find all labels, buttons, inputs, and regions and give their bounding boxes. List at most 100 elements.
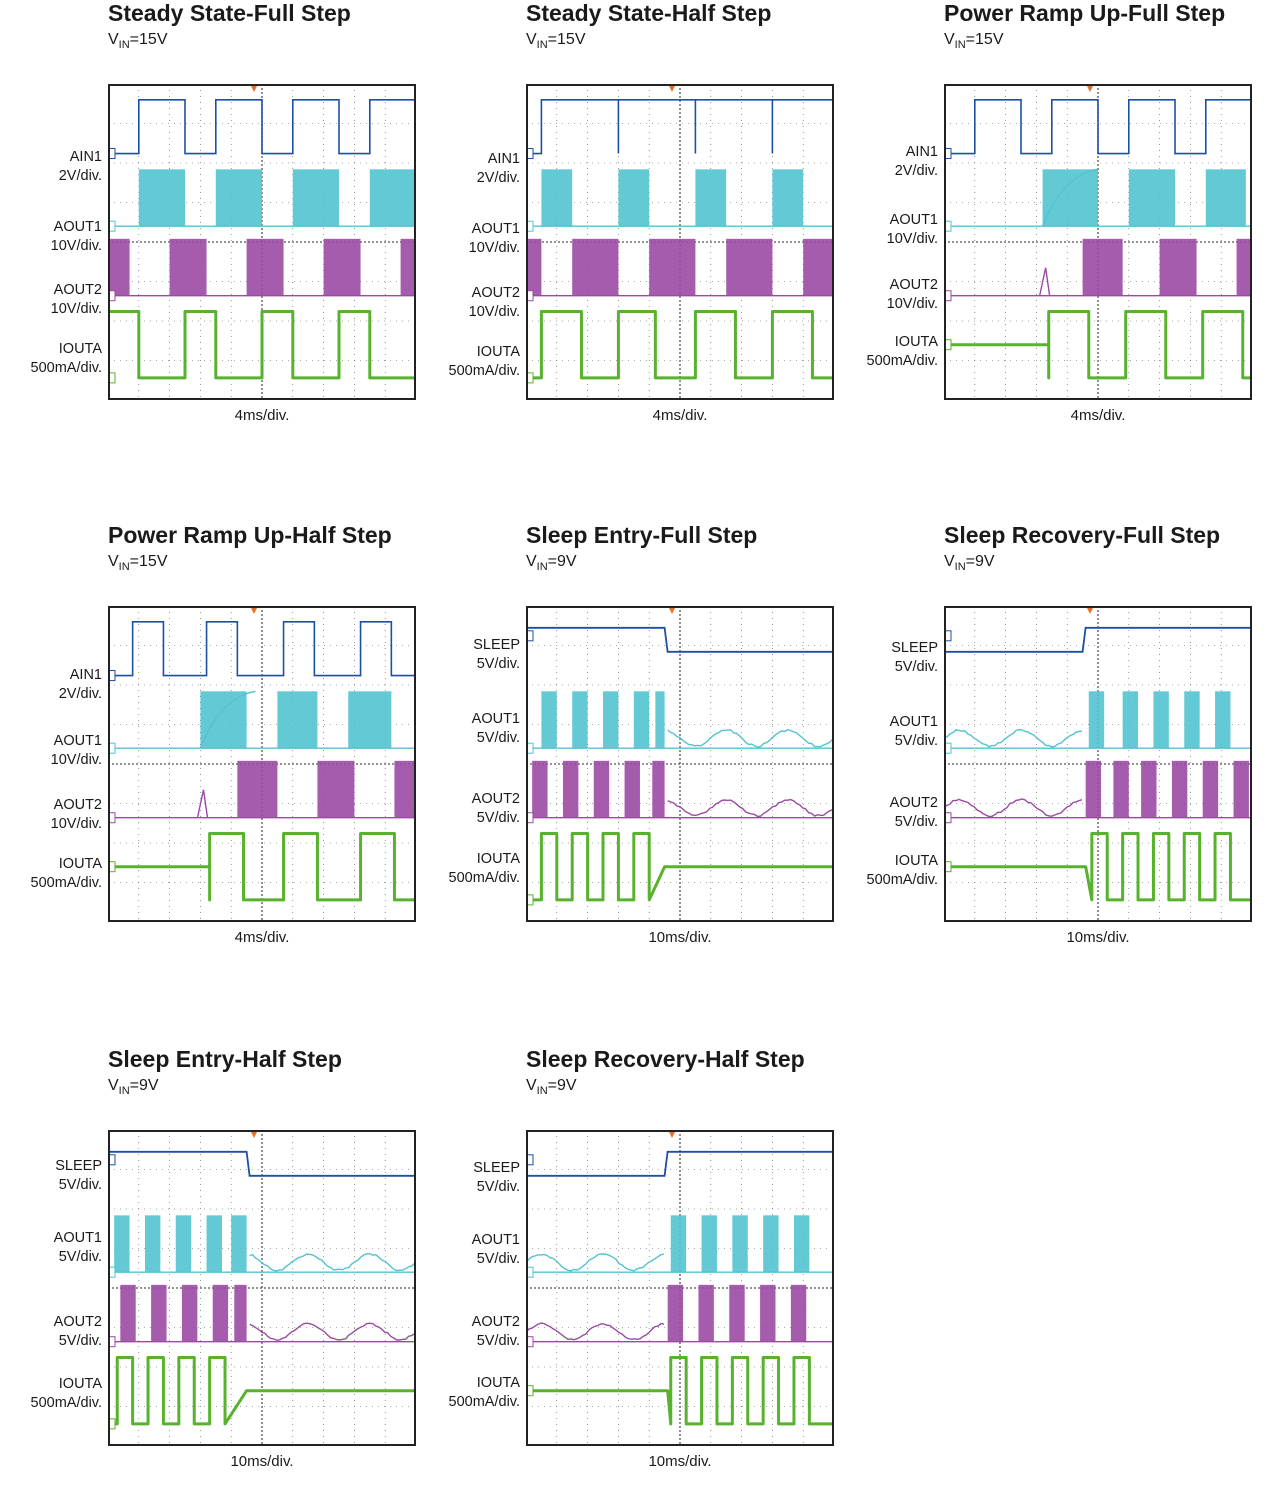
current-trace (108, 1356, 416, 1426)
trace-aout1 (526, 691, 834, 754)
pwm-burst (760, 1284, 776, 1342)
panel-title: Sleep Entry-Half Step (108, 1046, 342, 1072)
ramp-edge (1041, 168, 1098, 227)
pwm-burst (212, 1284, 229, 1342)
pwm-burst (729, 1284, 745, 1342)
pwm-burst (246, 238, 284, 296)
pwm-burst (667, 1284, 684, 1342)
current-trace (944, 310, 1252, 380)
ch2-label: AOUT1 5V/div. (889, 714, 938, 749)
sleep-ripple (526, 1322, 665, 1341)
screen-frame (108, 1130, 416, 1446)
pwm-burst (114, 1215, 130, 1273)
channel-marker (944, 220, 952, 232)
pwm-burst (572, 691, 588, 749)
vin-label: VIN=9V (108, 1077, 159, 1098)
step-trace (526, 1150, 834, 1177)
scope-plot (944, 84, 1252, 400)
ch1-label: AIN1 2V/div. (58, 149, 102, 184)
ch4-label: IOUTA 500mA/div. (448, 851, 520, 886)
trace-ain1 (108, 621, 416, 682)
screen-frame (526, 606, 834, 922)
trace-aout1 (944, 168, 1252, 232)
pwm-burst (394, 760, 416, 818)
current-trace (526, 1356, 834, 1426)
time-scale-label: 4ms/div. (234, 407, 290, 424)
trace-ain1 (526, 99, 834, 160)
sleep-ripple (944, 728, 1083, 748)
channel-marker (526, 894, 534, 906)
step-trace (944, 626, 1252, 653)
channel-marker (108, 742, 116, 754)
square-wave (108, 621, 416, 677)
ch3-label: AOUT2 5V/div. (889, 795, 938, 830)
pwm-burst (277, 691, 318, 749)
scope-panel-8: Sleep Recovery-Half Step VIN=9V SLEEP 5V/… (418, 1046, 838, 1486)
current-trace (526, 832, 834, 902)
pwm-burst (323, 238, 361, 296)
channel-marker (526, 1336, 534, 1348)
channel-marker (944, 148, 952, 160)
ch3-label: AOUT2 10V/div. (50, 797, 102, 832)
pwm-burst (772, 169, 804, 227)
scope-screen (526, 1130, 834, 1446)
pwm-burst (624, 760, 640, 818)
channel-marker (108, 1266, 116, 1278)
ch4-label: IOUTA 500mA/div. (30, 341, 102, 376)
panel-title: Steady State-Full Step (108, 0, 351, 26)
channel-marker (108, 372, 116, 384)
screen-frame (108, 606, 416, 922)
channel-marker (944, 812, 952, 824)
pwm-burst (593, 760, 610, 818)
sleep-ripple (249, 1322, 416, 1341)
ch2-label: AOUT1 5V/div. (53, 1230, 102, 1265)
trace-aout1 (526, 169, 834, 232)
pwm-burst (1205, 169, 1246, 227)
channel-marker (526, 290, 534, 302)
panel-title: Power Ramp Up-Half Step (108, 522, 392, 548)
panel-title: Sleep Entry-Full Step (526, 522, 758, 548)
ramp-edge (199, 690, 256, 749)
square-wave (944, 99, 1252, 155)
pwm-burst (649, 238, 696, 296)
panel-title: Sleep Recovery-Full Step (944, 522, 1221, 548)
scope-panel-2: Steady State-Half Step VIN=15V AIN1 2V/di… (418, 0, 838, 440)
ch1-label: AIN1 2V/div. (894, 144, 938, 179)
trace-aout2 (108, 238, 416, 302)
pwm-burst (695, 169, 727, 227)
channel-marker (944, 339, 952, 351)
pwm-burst (1088, 691, 1105, 749)
channel-marker (944, 742, 952, 754)
ch1-label: SLEEP 5V/div. (473, 637, 520, 672)
sleep-ripple (667, 798, 833, 818)
pwm-burst (1122, 691, 1139, 749)
trace-sleep (944, 626, 1252, 653)
channel-marker (944, 630, 952, 642)
current-trace (944, 832, 1252, 902)
pwm-burst (175, 1215, 192, 1273)
ch2-label: AOUT1 10V/div. (50, 219, 102, 254)
channel-marker (526, 812, 534, 824)
graticule (108, 1130, 416, 1446)
scope-screen (526, 84, 834, 400)
scope-plot (526, 1130, 834, 1446)
screen-frame (108, 84, 416, 400)
channel-marker (108, 670, 116, 682)
scope-panel-1: Steady State-Full Step VIN=15V AIN1 2V/di… (0, 0, 420, 440)
scope-screen (526, 606, 834, 922)
channel-marker (108, 220, 116, 232)
trace-aout2 (108, 760, 416, 824)
channel-marker (526, 630, 534, 642)
pwm-burst (618, 169, 650, 227)
channel-marker (526, 1154, 534, 1166)
pwm-burst (793, 1215, 810, 1273)
sleep-ripple (667, 728, 834, 748)
sleep-ripple (249, 1253, 416, 1272)
trace-iouta (944, 832, 1252, 902)
trace-iouta (944, 310, 1252, 380)
screen-frame (944, 84, 1252, 400)
trace-aout2 (944, 238, 1252, 302)
step-trace (108, 1150, 416, 1177)
pwm-burst (1141, 760, 1157, 818)
current-trace (108, 832, 416, 902)
